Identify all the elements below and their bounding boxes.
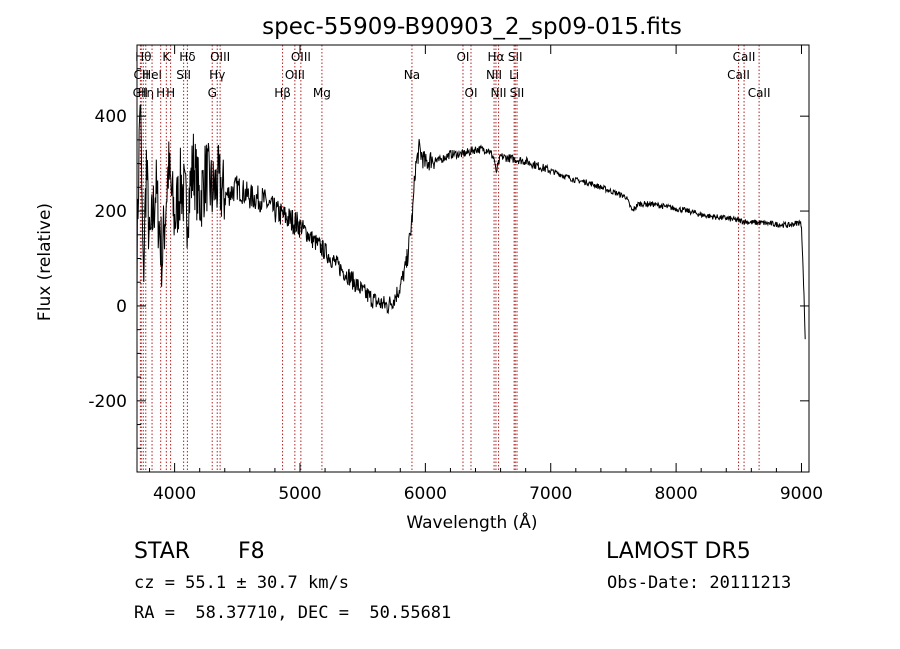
- marker-label: CaII: [727, 68, 750, 82]
- marker-label: SII: [510, 86, 525, 100]
- marker-label: Hβ: [274, 86, 291, 100]
- x-tick-label: 5000: [278, 484, 321, 504]
- x-tick-label: 6000: [404, 484, 447, 504]
- marker-label: HeI: [142, 68, 162, 82]
- x-tick-label: 9000: [780, 484, 823, 504]
- marker-label: OIII: [210, 50, 230, 64]
- spectrum-series: [136, 103, 806, 340]
- y-tick-label: 400: [95, 107, 127, 127]
- plot-frame: [136, 44, 810, 473]
- marker-label: OIII: [291, 50, 311, 64]
- coordinates-readout: RA = 58.37710, DEC = 50.55681: [134, 603, 452, 623]
- marker-label: K: [162, 50, 171, 64]
- observation-date: Obs-Date: 20111213: [607, 573, 792, 593]
- marker-label: Li: [509, 68, 519, 82]
- x-axis-label: Wavelength (Å): [406, 511, 537, 533]
- spectral-line-markers: HθCIICIIHηHeIHKHSIIHδGHγOIIIHβOIIIOIIIMg…: [133, 45, 771, 472]
- axis-ticks: 4000 5000 6000 7000 8000 9000 -200 0 200 400: [88, 45, 823, 504]
- marker-label: Hθ: [135, 50, 151, 64]
- marker-label: SII: [508, 50, 523, 64]
- marker-label: H: [166, 86, 175, 100]
- marker-label: Mg: [313, 86, 331, 100]
- marker-label: Hγ: [209, 68, 225, 82]
- chart-title: spec-55909-B90903_2_sp09-015.fits: [262, 14, 682, 40]
- marker-label: SII: [176, 68, 191, 82]
- x-tick-label: 7000: [529, 484, 572, 504]
- x-tick-label: 8000: [654, 484, 697, 504]
- y-axis-label: Flux (relative): [35, 203, 55, 321]
- marker-label: CaII: [733, 50, 756, 64]
- redshift-readout: cz = 55.1 ± 30.7 km/s: [134, 573, 349, 593]
- marker-label: Hα: [487, 50, 504, 64]
- marker-label: NII: [491, 86, 507, 100]
- object-subclass: F8: [238, 539, 265, 564]
- y-tick-label: -200: [88, 392, 127, 412]
- marker-label: CaII: [748, 86, 771, 100]
- y-tick-label: 0: [116, 297, 127, 317]
- y-tick-label: 200: [95, 202, 127, 222]
- marker-label: NII: [486, 68, 502, 82]
- marker-label: H: [156, 86, 165, 100]
- object-class: STAR: [134, 539, 191, 564]
- marker-label: OI: [456, 50, 469, 64]
- marker-label: Hη: [137, 86, 154, 100]
- spectrum-line: [136, 103, 806, 340]
- marker-label: Hδ: [179, 50, 195, 64]
- x-tick-label: 4000: [153, 484, 196, 504]
- marker-label: OIII: [285, 68, 305, 82]
- marker-label: OI: [465, 86, 478, 100]
- survey-name: LAMOST DR5: [606, 539, 751, 564]
- marker-label: Na: [404, 68, 420, 82]
- marker-label: G: [208, 86, 217, 100]
